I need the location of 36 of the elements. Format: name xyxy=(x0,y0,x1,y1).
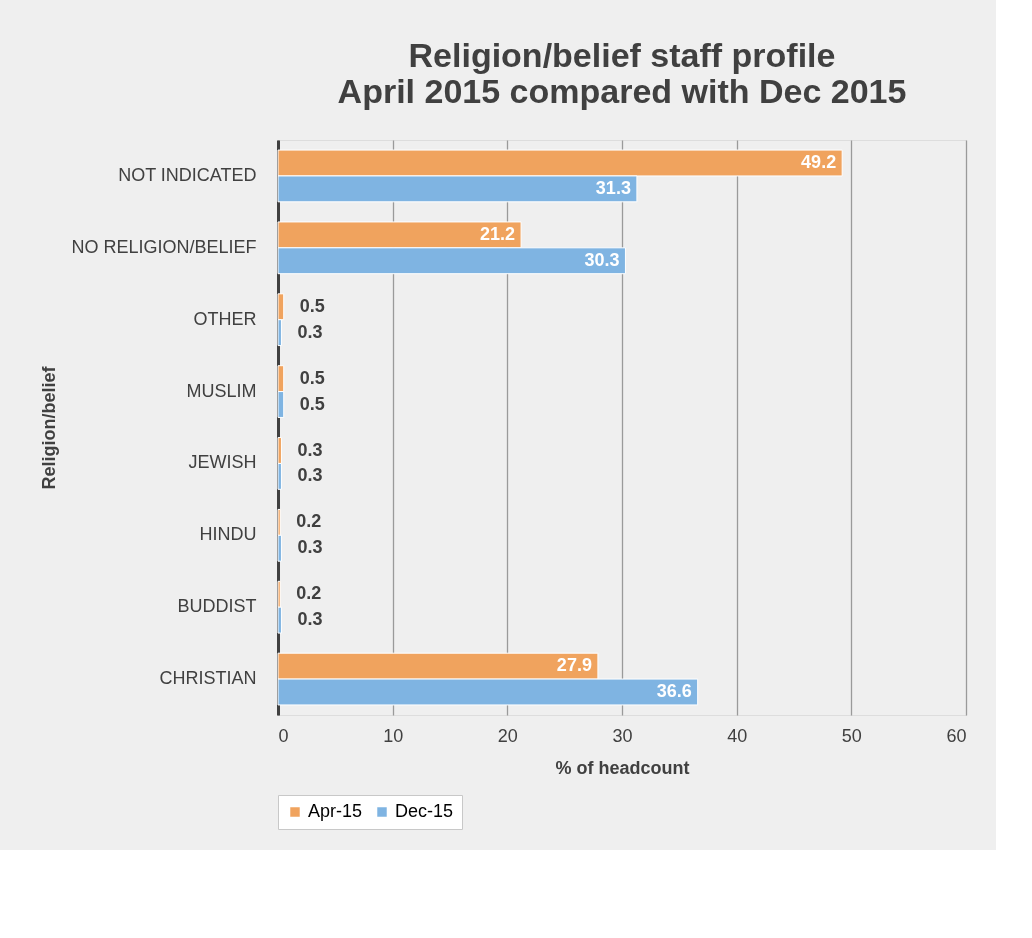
data-label: 31.3 xyxy=(595,177,631,198)
x-tick-label: 0 xyxy=(278,725,289,746)
data-label: 0.3 xyxy=(297,321,323,342)
y-tick-label: JEWISH xyxy=(188,452,257,473)
data-label: 21.2 xyxy=(480,223,516,244)
data-label: 0.5 xyxy=(299,295,325,316)
y-tick-label: NO RELIGION/BELIEF xyxy=(71,236,257,257)
data-label: 0.2 xyxy=(296,511,322,532)
x-tick-label: 10 xyxy=(383,725,404,746)
y-axis-title: Religion/belief xyxy=(38,365,59,490)
data-label: 0.3 xyxy=(297,609,323,630)
x-tick-label: 50 xyxy=(841,725,862,746)
y-tick-label: OTHER xyxy=(193,308,257,329)
data-label: 0.5 xyxy=(299,393,325,414)
data-label: 0.3 xyxy=(297,439,323,460)
data-label: 36.6 xyxy=(656,681,692,701)
data-label: 0.5 xyxy=(299,367,325,388)
legend-label: Dec-15 xyxy=(395,801,454,821)
data-label: 0.2 xyxy=(296,583,322,604)
x-tick-label: 30 xyxy=(612,725,633,746)
x-axis-title: % of headcount xyxy=(555,757,690,778)
data-label: 49.2 xyxy=(801,152,837,172)
y-tick-label: NOT INDICATED xyxy=(118,164,257,185)
y-tick-label: BUDDIST xyxy=(177,596,257,617)
chart-title: Religion/belief staff profile April 2015 compared with Dec 2015 xyxy=(337,36,907,110)
y-tick-label: HINDU xyxy=(199,524,257,545)
x-tick-label: 20 xyxy=(497,725,518,746)
data-label: 30.3 xyxy=(584,249,620,270)
x-tick-label: 60 xyxy=(946,725,967,746)
x-tick-label: 40 xyxy=(727,725,748,746)
data-label: 0.3 xyxy=(297,537,323,558)
y-tick-label: CHRISTIAN xyxy=(159,668,257,689)
y-tick-label: MUSLIM xyxy=(186,380,257,401)
legend-label: Apr-15 xyxy=(308,801,363,821)
data-label: 27.9 xyxy=(556,655,592,676)
data-label: 0.3 xyxy=(297,465,323,486)
